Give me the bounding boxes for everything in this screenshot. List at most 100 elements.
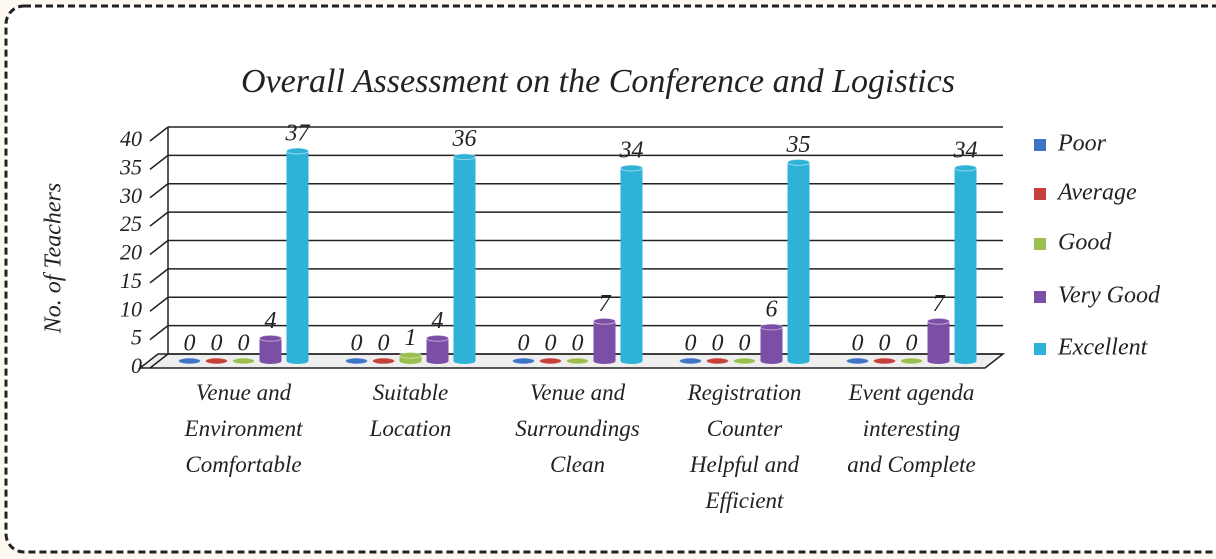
bar-top — [345, 357, 368, 365]
bar — [787, 158, 810, 364]
bar — [593, 317, 616, 364]
grid-line — [149, 239, 169, 256]
bar-top — [178, 357, 201, 365]
data-label: 0 — [852, 331, 864, 357]
bar-top — [259, 334, 282, 342]
data-label: 36 — [452, 126, 477, 152]
bar-body — [620, 168, 643, 361]
bar-base — [593, 358, 616, 364]
data-label: 0 — [685, 331, 697, 357]
legend-swatch — [1034, 238, 1046, 250]
grid-line — [149, 296, 169, 312]
bar-top — [426, 334, 449, 342]
bar-top — [900, 357, 923, 365]
data-label: 4 — [432, 308, 444, 334]
y-tick-label: 10 — [120, 296, 142, 321]
bar — [286, 147, 309, 364]
bar — [733, 357, 756, 365]
x-tick-label: Suitable Location — [369, 380, 452, 441]
bar — [846, 357, 869, 365]
legend-label: Poor — [1057, 131, 1107, 157]
bar-body — [787, 162, 810, 361]
data-label: 0 — [739, 331, 751, 357]
bar-body — [760, 326, 783, 361]
bar-base — [399, 358, 422, 364]
x-tick-label: Event agenda interesting and Complete — [847, 380, 975, 477]
bar-top — [593, 317, 616, 325]
x-tick-label: Venue and Surroundings Clean — [515, 380, 639, 477]
data-label: 7 — [599, 291, 612, 317]
bar-top — [205, 357, 228, 365]
data-label: 7 — [933, 291, 946, 317]
bar — [900, 357, 923, 365]
data-label: 0 — [518, 331, 530, 357]
bar-base — [453, 358, 476, 364]
data-label: 0 — [351, 331, 363, 357]
bar — [372, 357, 395, 365]
data-label: 0 — [545, 331, 557, 357]
bar-top — [927, 317, 950, 325]
y-tick-label: 40 — [120, 126, 142, 151]
data-label: 4 — [265, 308, 277, 334]
bar — [706, 357, 729, 365]
grid-line — [149, 154, 169, 170]
data-label: 0 — [879, 331, 891, 357]
grid-line — [149, 183, 169, 199]
bar-base — [286, 358, 309, 364]
y-axis-label: No. of Teachers — [41, 183, 67, 334]
bar-top — [954, 164, 977, 172]
bar-body — [259, 338, 282, 361]
bar-top — [706, 357, 729, 365]
chart-title: Overall Assessment on the Conference and… — [241, 63, 955, 100]
bar — [259, 334, 282, 364]
bar-top — [679, 357, 702, 365]
bar-top — [453, 153, 476, 161]
data-label: 0 — [712, 331, 724, 357]
y-tick-label: 5 — [131, 325, 142, 350]
bar — [399, 351, 422, 364]
data-label: 6 — [766, 296, 778, 322]
data-label: 0 — [572, 331, 584, 357]
bar — [232, 357, 255, 365]
bar-base — [760, 358, 783, 364]
bar — [539, 357, 562, 365]
bar — [620, 164, 643, 364]
bar-base — [259, 358, 282, 364]
bar — [954, 164, 977, 364]
legend-swatch — [1034, 291, 1046, 303]
bar-body — [453, 156, 476, 361]
bar-top — [566, 357, 589, 365]
frame — [4, 4, 1216, 554]
bar-base — [426, 358, 449, 364]
data-label: 0 — [906, 331, 918, 357]
bar-body — [927, 321, 950, 361]
y-tick-label: 15 — [120, 268, 142, 293]
legend-swatch — [1034, 188, 1046, 200]
bar-base — [620, 358, 643, 364]
grid-line — [149, 211, 169, 227]
grid-line — [149, 353, 169, 369]
bar — [760, 323, 783, 364]
bar — [205, 357, 228, 365]
data-label: 1 — [405, 325, 417, 351]
bar-base — [954, 358, 977, 364]
bar-top — [232, 357, 255, 365]
data-label: 34 — [619, 138, 644, 164]
legend-swatch — [1034, 139, 1046, 151]
bar-top — [286, 147, 309, 155]
bar-body — [426, 338, 449, 361]
bar-base — [927, 358, 950, 364]
data-label: 0 — [238, 331, 250, 357]
bar-top — [620, 164, 643, 172]
bar — [345, 357, 368, 365]
data-label: 34 — [953, 138, 978, 164]
bar — [927, 317, 950, 364]
legend-label: Average — [1056, 180, 1137, 206]
bar — [453, 153, 476, 364]
data-label: 0 — [184, 331, 196, 357]
bar-top — [760, 323, 783, 331]
bar-body — [593, 321, 616, 361]
bar-top — [873, 357, 896, 365]
bar-body — [954, 168, 977, 361]
